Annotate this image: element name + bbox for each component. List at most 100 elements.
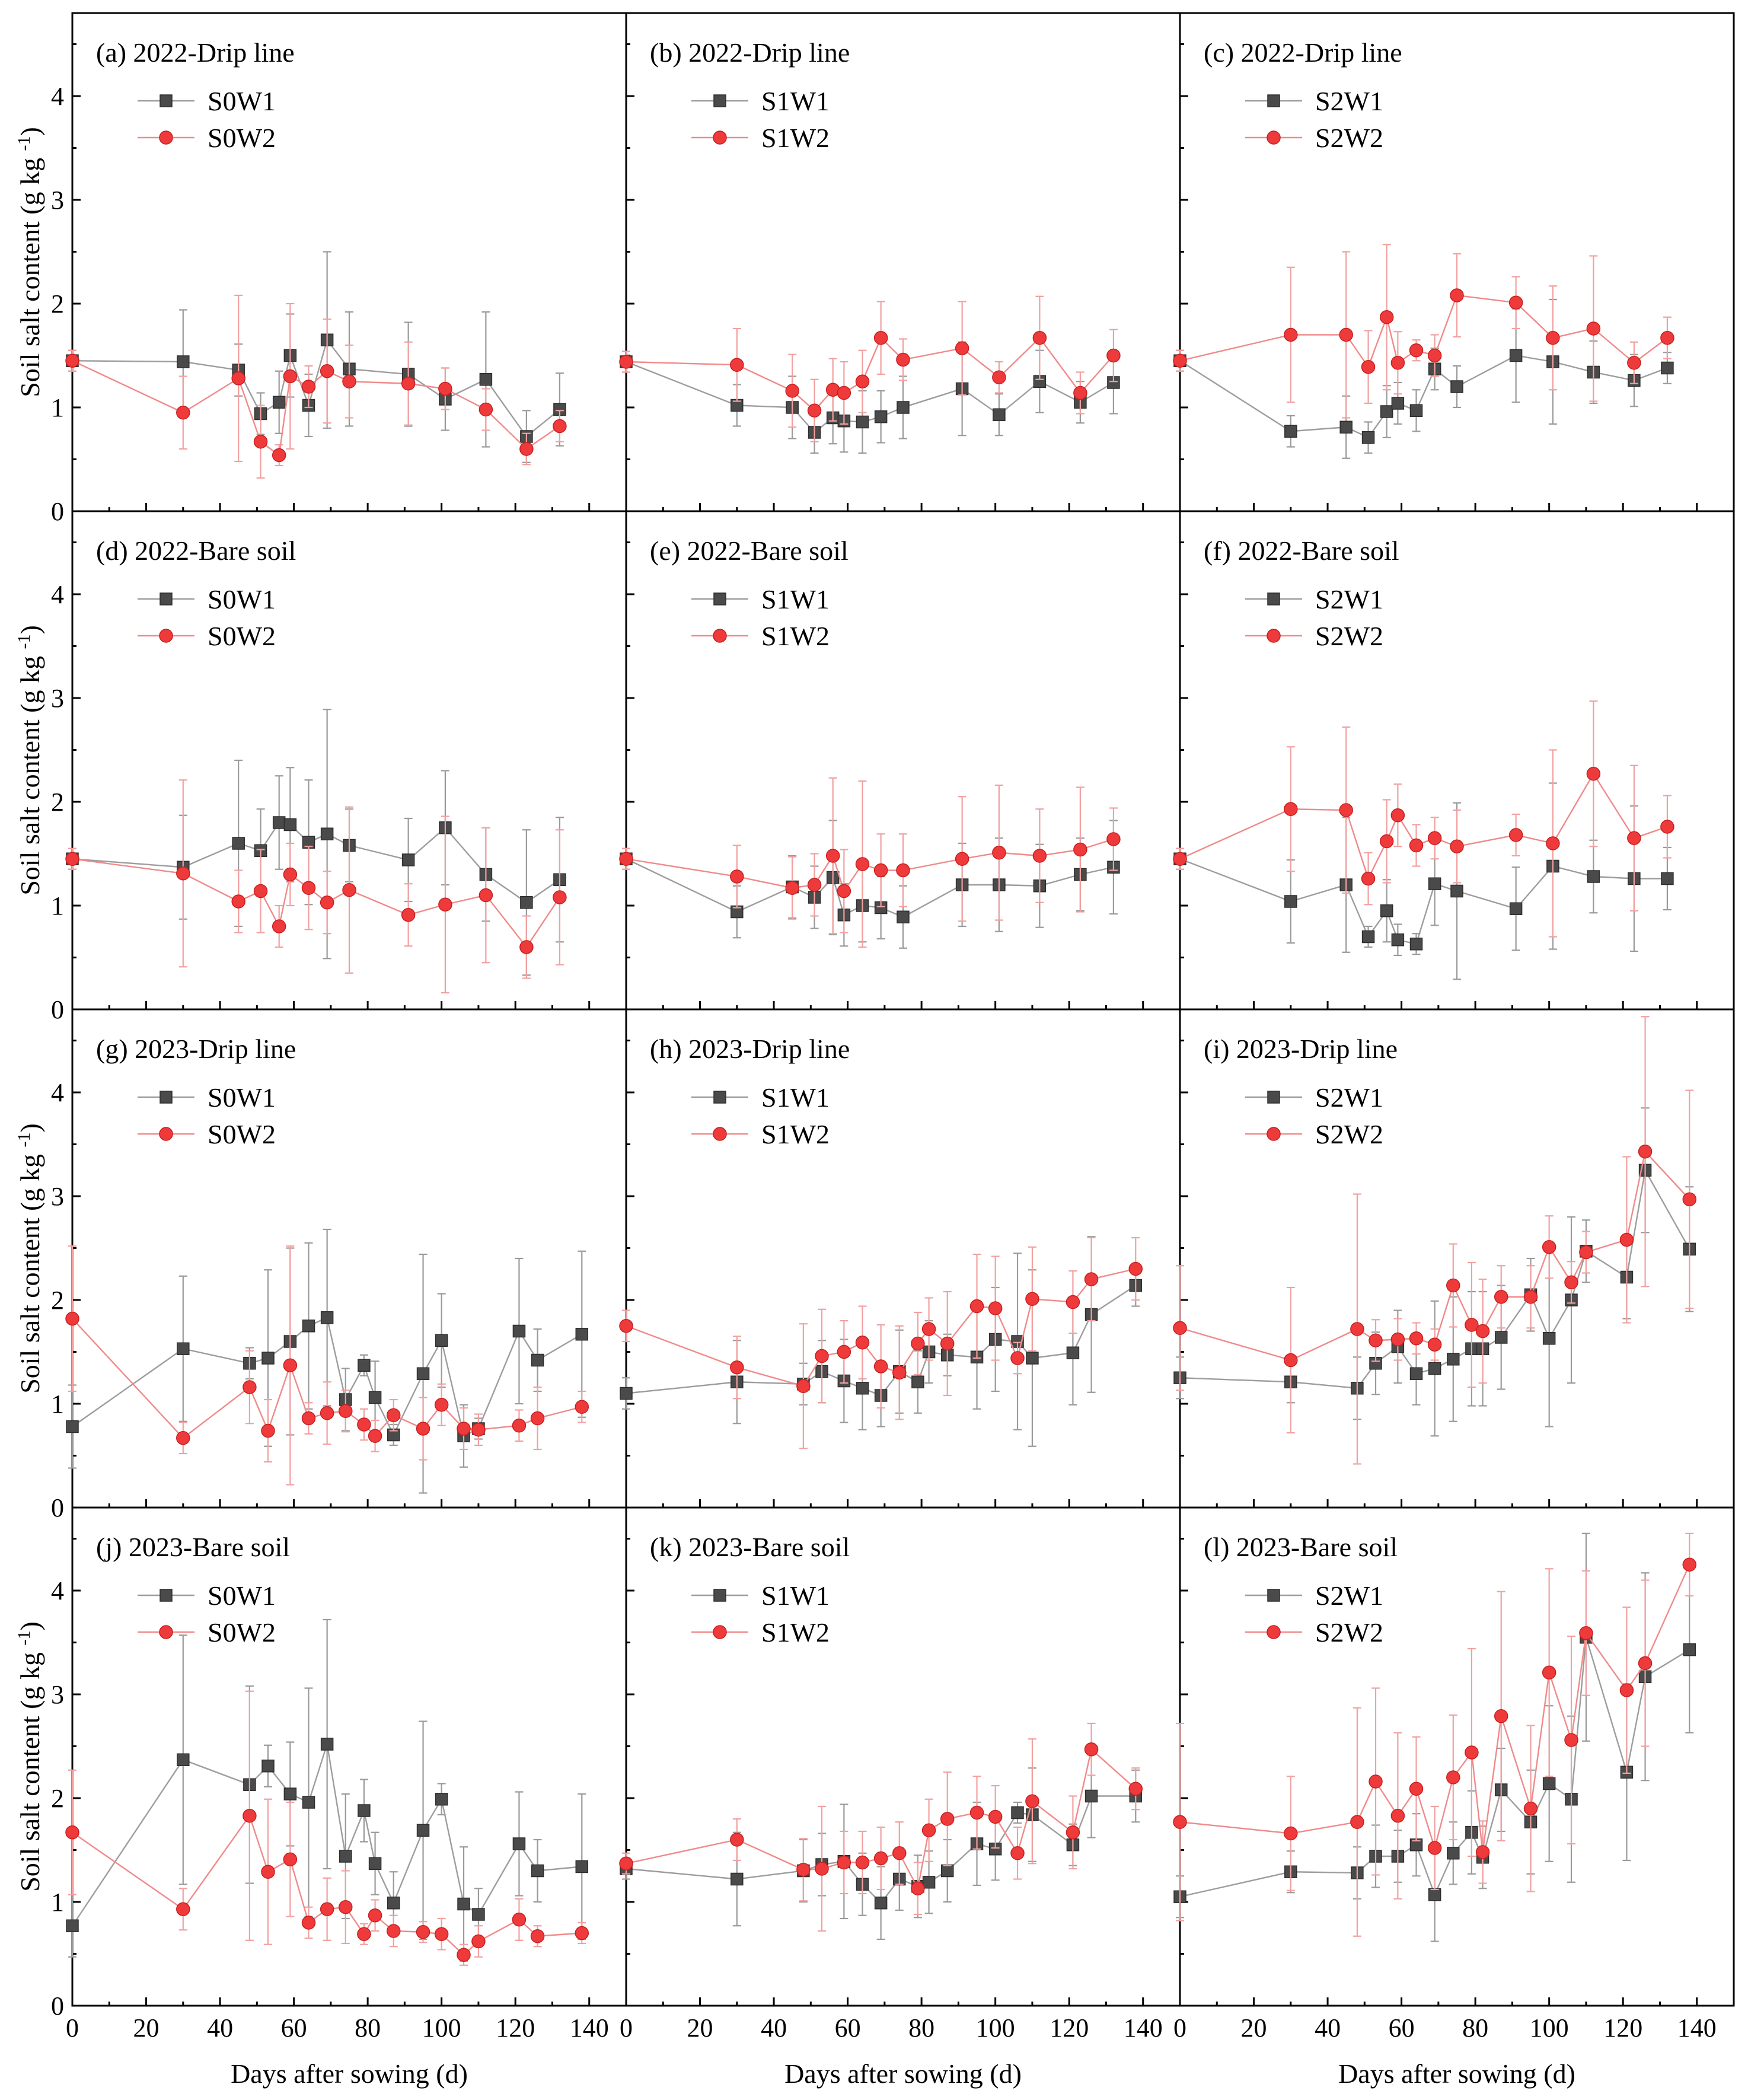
data-point <box>1409 343 1424 358</box>
data-point <box>1409 404 1423 417</box>
data-point <box>231 371 245 385</box>
legend-marker-S2W1 <box>1267 94 1280 107</box>
data-point <box>1546 836 1560 850</box>
legend-label-S0W1: S0W1 <box>208 584 276 614</box>
data-point <box>261 1352 275 1365</box>
data-point <box>243 1380 257 1394</box>
data-point <box>731 1872 744 1886</box>
data-point <box>855 1855 870 1870</box>
data-point <box>65 1825 79 1840</box>
data-point <box>1409 838 1424 853</box>
data-point <box>873 1851 888 1866</box>
data-point <box>1661 361 1674 375</box>
data-point <box>65 852 79 866</box>
data-point <box>1369 1774 1383 1789</box>
data-point <box>1390 1809 1405 1823</box>
x-tick-label: 80 <box>1462 2013 1488 2042</box>
legend-marker-S2W1 <box>1267 1589 1280 1602</box>
data-point <box>1446 1278 1460 1293</box>
data-point <box>922 1876 936 1889</box>
data-point <box>358 1359 371 1372</box>
data-point <box>1025 1794 1039 1808</box>
data-point <box>619 1319 633 1333</box>
x-axis-title-col-3: Days after sowing (d) <box>1338 2058 1575 2089</box>
data-point <box>1361 431 1375 444</box>
data-point <box>993 408 1006 421</box>
legend-label-S0W1: S0W1 <box>208 1580 276 1611</box>
data-point <box>1010 1351 1025 1365</box>
data-point <box>1523 1290 1538 1304</box>
series-S2W2 <box>1173 700 1674 938</box>
series-S2W2 <box>1173 244 1674 419</box>
data-point <box>575 1400 589 1414</box>
data-point <box>1523 1801 1538 1816</box>
data-point <box>177 1753 190 1766</box>
data-point <box>1494 1331 1508 1344</box>
legend-marker-S1W2 <box>713 629 727 643</box>
data-point <box>253 435 268 449</box>
data-point <box>1683 1643 1696 1656</box>
data-point <box>66 1420 79 1433</box>
data-point <box>471 1934 486 1949</box>
data-point <box>320 1902 334 1916</box>
panel-h: (h) 2023-Drip line S1W1 S1W2 <box>619 1008 1181 1509</box>
data-point <box>785 384 799 398</box>
panel-frame <box>71 1506 627 2007</box>
x-tick-label: 140 <box>1677 2013 1717 2042</box>
legend-marker-S0W1 <box>160 592 173 606</box>
legend-label-S1W1: S1W1 <box>761 1082 830 1113</box>
data-point <box>176 406 190 420</box>
data-point <box>512 1419 527 1433</box>
series-S2W2 <box>1173 1532 1697 1937</box>
data-point <box>1638 1145 1653 1159</box>
data-point <box>320 827 334 840</box>
data-point <box>1475 1324 1490 1339</box>
data-point <box>272 448 286 463</box>
data-point <box>1586 321 1601 336</box>
data-point <box>896 352 910 367</box>
panel-frame <box>625 1008 1181 1509</box>
x-tick-label: 40 <box>207 2013 233 2042</box>
data-point <box>1465 1745 1479 1760</box>
data-point <box>301 881 316 895</box>
data-point <box>897 910 910 923</box>
data-point <box>301 380 316 394</box>
data-point <box>955 852 969 866</box>
data-point <box>387 1897 400 1910</box>
data-point <box>1284 1353 1298 1368</box>
data-point <box>1350 1815 1364 1829</box>
data-point <box>1619 1683 1634 1697</box>
data-point <box>1361 871 1376 886</box>
panel-title: (c) 2022-Drip line <box>1204 37 1402 68</box>
data-point <box>969 1805 984 1820</box>
series-S0W1 <box>66 709 566 976</box>
data-point <box>471 1423 486 1437</box>
data-point <box>368 1857 382 1870</box>
data-point <box>992 846 1006 860</box>
y-tick-label: 2 <box>51 788 64 817</box>
legend-label-S1W2: S1W2 <box>761 1617 830 1648</box>
data-point <box>438 897 452 912</box>
data-point <box>1619 1232 1634 1247</box>
legend-marker-S1W1 <box>713 1589 726 1602</box>
data-point <box>815 1349 829 1363</box>
data-point <box>1542 1332 1556 1345</box>
data-point <box>575 1328 589 1341</box>
panel-title: (d) 2022-Bare soil <box>96 536 296 566</box>
y-tick-label: 4 <box>51 82 64 111</box>
data-point <box>416 1925 430 1939</box>
panel-title: (i) 2023-Drip line <box>1204 1034 1398 1064</box>
series-line-S2W2 <box>1179 1564 1690 1853</box>
legend-marker-S2W2 <box>1267 1127 1281 1141</box>
x-tick-label: 0 <box>1173 2013 1186 2042</box>
data-point <box>1084 1789 1098 1803</box>
data-point <box>856 415 869 429</box>
data-point <box>825 849 840 863</box>
panel-l: 0 20 40 60 80 100 120 140 (l) 2023-Bare soil S2W1… <box>1173 1506 1735 2042</box>
y-tick-label: 3 <box>51 186 64 215</box>
data-point <box>1173 852 1187 866</box>
data-point <box>416 1422 430 1436</box>
data-point <box>272 396 286 409</box>
data-point <box>519 442 534 456</box>
data-point <box>785 881 799 895</box>
